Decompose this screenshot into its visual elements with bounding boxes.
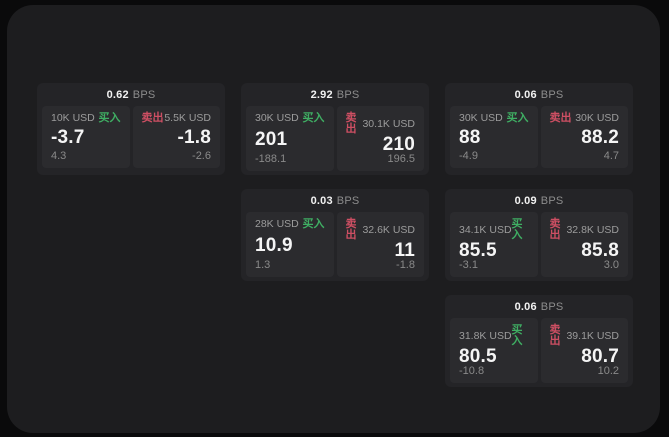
bps-unit-label: BPS — [336, 194, 360, 207]
quote-card[interactable]: 0.06 BPS 31.8K USD 买入 80.5 -10.8 卖出 39.1… — [445, 295, 633, 387]
sell-size: 5.5K USD — [164, 112, 211, 125]
sell-delta: 196.5 — [387, 153, 415, 165]
buy-badge[interactable]: 买入 — [302, 218, 325, 230]
bps-value: 0.62 — [106, 88, 129, 101]
sell-badge[interactable]: 卖出 — [549, 324, 561, 347]
sell-quote-panel[interactable]: 卖出 32.8K USD 85.8 3.0 — [540, 212, 628, 277]
sell-badge[interactable]: 卖出 — [345, 218, 357, 241]
buy-badge[interactable]: 买入 — [511, 324, 523, 347]
sell-size: 32.6K USD — [362, 223, 415, 236]
buy-price: 10.9 — [255, 234, 293, 256]
bps-unit-label: BPS — [540, 300, 564, 313]
quote-sides: 31.8K USD 买入 80.5 -10.8 卖出 39.1K USD 80.… — [450, 318, 628, 383]
bps-header: 0.62 BPS — [37, 83, 225, 106]
buy-delta: -3.1 — [459, 259, 478, 271]
bps-header: 0.06 BPS — [445, 83, 633, 106]
buy-price: -3.7 — [51, 127, 85, 148]
sell-delta: 3.0 — [603, 259, 619, 271]
buy-price: 85.5 — [459, 240, 497, 261]
sell-price: 85.8 — [581, 240, 619, 261]
bps-value: 0.03 — [310, 194, 333, 207]
bps-value: 2.92 — [310, 88, 333, 101]
sell-size: 30K USD — [575, 112, 619, 125]
sell-price: 88.2 — [581, 127, 619, 148]
sell-quote-panel[interactable]: 卖出 5.5K USD -1.8 -2.6 — [132, 106, 220, 168]
buy-delta: -188.1 — [255, 153, 287, 165]
bps-unit-label: BPS — [132, 88, 156, 101]
buy-quote-panel[interactable]: 34.1K USD 买入 85.5 -3.1 — [450, 212, 538, 277]
quote-sides: 30K USD 买入 201 -188.1 卖出 30.1K USD 210 1… — [246, 106, 424, 171]
sell-badge[interactable]: 卖出 — [549, 112, 572, 124]
quote-card[interactable]: 0.62 BPS 10K USD 买入 -3.7 4.3 卖出 5.5K USD — [37, 83, 225, 175]
buy-delta: 1.3 — [255, 259, 271, 271]
bps-unit-label: BPS — [540, 88, 564, 101]
quote-sides: 30K USD 买入 88 -4.9 卖出 30K USD 88.2 4.7 — [450, 106, 628, 168]
bps-header: 0.03 BPS — [241, 189, 429, 212]
buy-price: 201 — [255, 128, 288, 150]
sell-quote-panel[interactable]: 卖出 30.1K USD 210 196.5 — [336, 106, 424, 171]
sell-size: 30.1K USD — [362, 117, 415, 130]
dashboard-panel: 0.62 BPS 10K USD 买入 -3.7 4.3 卖出 5.5K USD — [7, 5, 660, 433]
sell-quote-panel[interactable]: 卖出 30K USD 88.2 4.7 — [540, 106, 628, 168]
buy-size: 34.1K USD — [459, 223, 512, 236]
bps-value: 0.06 — [514, 88, 537, 101]
quote-sides: 28K USD 买入 10.9 1.3 卖出 32.6K USD 11 -1.8 — [246, 212, 424, 277]
quote-sides: 34.1K USD 买入 85.5 -3.1 卖出 32.8K USD 85.8… — [450, 212, 628, 277]
quote-card[interactable]: 0.09 BPS 34.1K USD 买入 85.5 -3.1 卖出 32.8K… — [445, 189, 633, 281]
quote-card-grid: 0.62 BPS 10K USD 买入 -3.7 4.3 卖出 5.5K USD — [37, 83, 633, 387]
bps-value: 0.06 — [514, 300, 537, 313]
sell-quote-panel[interactable]: 卖出 39.1K USD 80.7 10.2 — [540, 318, 628, 383]
sell-price: -1.8 — [177, 127, 211, 148]
quote-sides: 10K USD 买入 -3.7 4.3 卖出 5.5K USD -1.8 -2.… — [42, 106, 220, 168]
buy-badge[interactable]: 买入 — [506, 112, 529, 124]
quote-card[interactable]: 0.03 BPS 28K USD 买入 10.9 1.3 卖出 32.6K US… — [241, 189, 429, 281]
sell-badge[interactable]: 卖出 — [549, 218, 561, 241]
bps-unit-label: BPS — [540, 194, 564, 207]
bps-header: 0.06 BPS — [445, 295, 633, 318]
buy-size: 31.8K USD — [459, 329, 512, 342]
sell-badge[interactable]: 卖出 — [141, 112, 164, 124]
sell-delta: -2.6 — [192, 150, 211, 162]
sell-price: 210 — [382, 134, 415, 155]
sell-price: 11 — [394, 240, 415, 261]
bps-unit-label: BPS — [336, 88, 360, 101]
sell-price: 80.7 — [581, 346, 619, 367]
buy-quote-panel[interactable]: 30K USD 买入 201 -188.1 — [246, 106, 334, 171]
quote-card[interactable]: 0.06 BPS 30K USD 买入 88 -4.9 卖出 30K USD — [445, 83, 633, 175]
buy-price: 88 — [459, 127, 481, 148]
sell-delta: 10.2 — [597, 365, 619, 377]
buy-badge[interactable]: 买入 — [98, 112, 121, 124]
sell-delta: -1.8 — [396, 259, 415, 271]
sell-delta: 4.7 — [603, 150, 619, 162]
bps-value: 0.09 — [514, 194, 537, 207]
sell-size: 39.1K USD — [566, 329, 619, 342]
sell-size: 32.8K USD — [566, 223, 619, 236]
sell-quote-panel[interactable]: 卖出 32.6K USD 11 -1.8 — [336, 212, 424, 277]
buy-size: 30K USD — [255, 112, 299, 125]
buy-quote-panel[interactable]: 10K USD 买入 -3.7 4.3 — [42, 106, 130, 168]
buy-quote-panel[interactable]: 31.8K USD 买入 80.5 -10.8 — [450, 318, 538, 383]
bps-header: 2.92 BPS — [241, 83, 429, 106]
buy-size: 30K USD — [459, 112, 503, 125]
buy-delta: -10.8 — [459, 365, 485, 377]
buy-quote-panel[interactable]: 28K USD 买入 10.9 1.3 — [246, 212, 334, 277]
buy-badge[interactable]: 买入 — [302, 112, 325, 124]
buy-size: 28K USD — [255, 218, 299, 231]
buy-size: 10K USD — [51, 112, 95, 125]
buy-delta: 4.3 — [51, 150, 67, 162]
sell-badge[interactable]: 卖出 — [345, 112, 357, 135]
bps-header: 0.09 BPS — [445, 189, 633, 212]
buy-price: 80.5 — [459, 346, 497, 367]
buy-delta: -4.9 — [459, 150, 478, 162]
buy-badge[interactable]: 买入 — [511, 218, 523, 241]
buy-quote-panel[interactable]: 30K USD 买入 88 -4.9 — [450, 106, 538, 168]
quote-card[interactable]: 2.92 BPS 30K USD 买入 201 -188.1 卖出 30.1K … — [241, 83, 429, 175]
